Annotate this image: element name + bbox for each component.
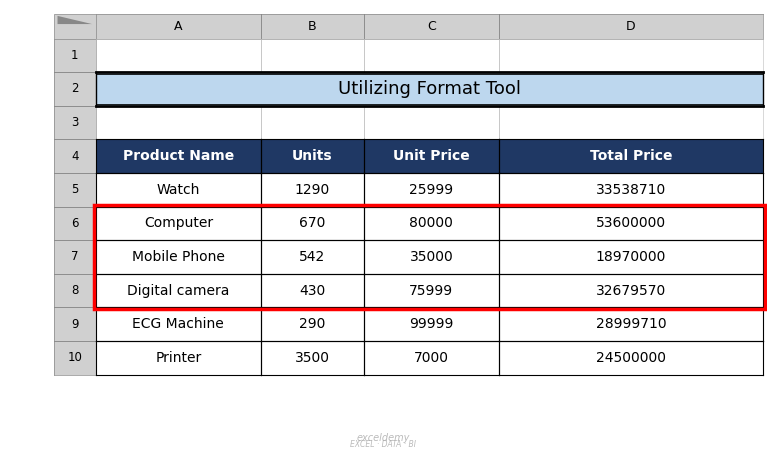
Text: 99999: 99999 (410, 317, 453, 331)
Text: 4: 4 (71, 150, 78, 163)
Text: 7000: 7000 (414, 351, 449, 365)
Text: 9: 9 (71, 318, 78, 331)
Bar (261, 106, 364, 139)
Bar (364, 307, 499, 341)
Bar (499, 106, 763, 139)
Bar (499, 274, 763, 307)
Bar (261, 274, 364, 307)
Text: Computer: Computer (143, 217, 213, 230)
Bar (96, 39, 261, 72)
Bar (364, 173, 499, 207)
Text: Watch: Watch (156, 183, 200, 197)
Bar (54, 274, 96, 307)
Text: A: A (174, 20, 183, 33)
Bar (94, 205, 765, 309)
Bar (96, 173, 261, 207)
Text: 542: 542 (299, 250, 326, 264)
Text: 53600000: 53600000 (596, 217, 666, 230)
Text: Total Price: Total Price (590, 149, 672, 163)
Text: C: C (427, 20, 436, 33)
Text: 33538710: 33538710 (596, 183, 666, 197)
Bar (96, 307, 261, 341)
Bar (96, 72, 763, 106)
Text: 3500: 3500 (295, 351, 330, 365)
Bar (54, 14, 96, 39)
Bar (499, 173, 763, 207)
Text: Mobile Phone: Mobile Phone (132, 250, 225, 264)
Bar (499, 341, 763, 375)
Bar (261, 341, 364, 375)
Bar (54, 39, 96, 72)
Text: exceldemy: exceldemy (357, 433, 410, 443)
Text: 290: 290 (299, 317, 326, 331)
Bar (499, 307, 763, 341)
Bar (499, 240, 763, 274)
Text: 2: 2 (71, 83, 78, 95)
Text: 430: 430 (299, 284, 326, 297)
Bar (364, 274, 499, 307)
Bar (96, 240, 261, 274)
Text: EXCEL · DATA · BI: EXCEL · DATA · BI (351, 440, 416, 449)
Bar (364, 106, 499, 139)
Text: 80000: 80000 (410, 217, 453, 230)
Text: Product Name: Product Name (123, 149, 234, 163)
Bar (54, 173, 96, 207)
Text: ECG Machine: ECG Machine (133, 317, 224, 331)
Bar (54, 207, 96, 240)
Text: 75999: 75999 (410, 284, 453, 297)
Bar (54, 307, 96, 341)
Text: Unit Price: Unit Price (393, 149, 470, 163)
Bar (499, 139, 763, 173)
Text: 10: 10 (67, 351, 82, 364)
Bar (96, 139, 261, 173)
Text: Digital camera: Digital camera (127, 284, 229, 297)
Bar (261, 240, 364, 274)
Text: 25999: 25999 (410, 183, 453, 197)
Bar (364, 139, 499, 173)
Polygon shape (58, 16, 92, 24)
Text: 1290: 1290 (295, 183, 330, 197)
Text: 3: 3 (71, 116, 78, 129)
Bar (364, 207, 499, 240)
Bar (364, 14, 499, 39)
Bar (96, 274, 261, 307)
Bar (261, 139, 364, 173)
Bar (261, 14, 364, 39)
Bar (96, 14, 261, 39)
Text: 6: 6 (71, 217, 78, 230)
Bar (499, 39, 763, 72)
Bar (261, 207, 364, 240)
Bar (261, 173, 364, 207)
Text: 18970000: 18970000 (596, 250, 666, 264)
Text: 8: 8 (71, 284, 78, 297)
Bar (364, 240, 499, 274)
Text: D: D (626, 20, 636, 33)
Bar (54, 139, 96, 173)
Text: 1: 1 (71, 49, 78, 62)
Bar (54, 72, 96, 106)
Bar (261, 39, 364, 72)
Bar (499, 14, 763, 39)
Text: B: B (308, 20, 317, 33)
Bar (96, 341, 261, 375)
Text: 670: 670 (299, 217, 326, 230)
Text: Utilizing Format Tool: Utilizing Format Tool (338, 80, 521, 98)
Bar (261, 307, 364, 341)
Bar (364, 341, 499, 375)
Text: 28999710: 28999710 (595, 317, 667, 331)
Bar (96, 106, 261, 139)
Bar (54, 106, 96, 139)
Bar (54, 240, 96, 274)
Text: Printer: Printer (155, 351, 202, 365)
Text: Units: Units (292, 149, 333, 163)
Text: 35000: 35000 (410, 250, 453, 264)
Bar (364, 39, 499, 72)
Text: 7: 7 (71, 251, 78, 263)
Text: 24500000: 24500000 (596, 351, 666, 365)
Bar (96, 207, 261, 240)
Bar (54, 341, 96, 375)
Text: 32679570: 32679570 (596, 284, 666, 297)
Text: 5: 5 (71, 183, 78, 196)
Bar (499, 207, 763, 240)
